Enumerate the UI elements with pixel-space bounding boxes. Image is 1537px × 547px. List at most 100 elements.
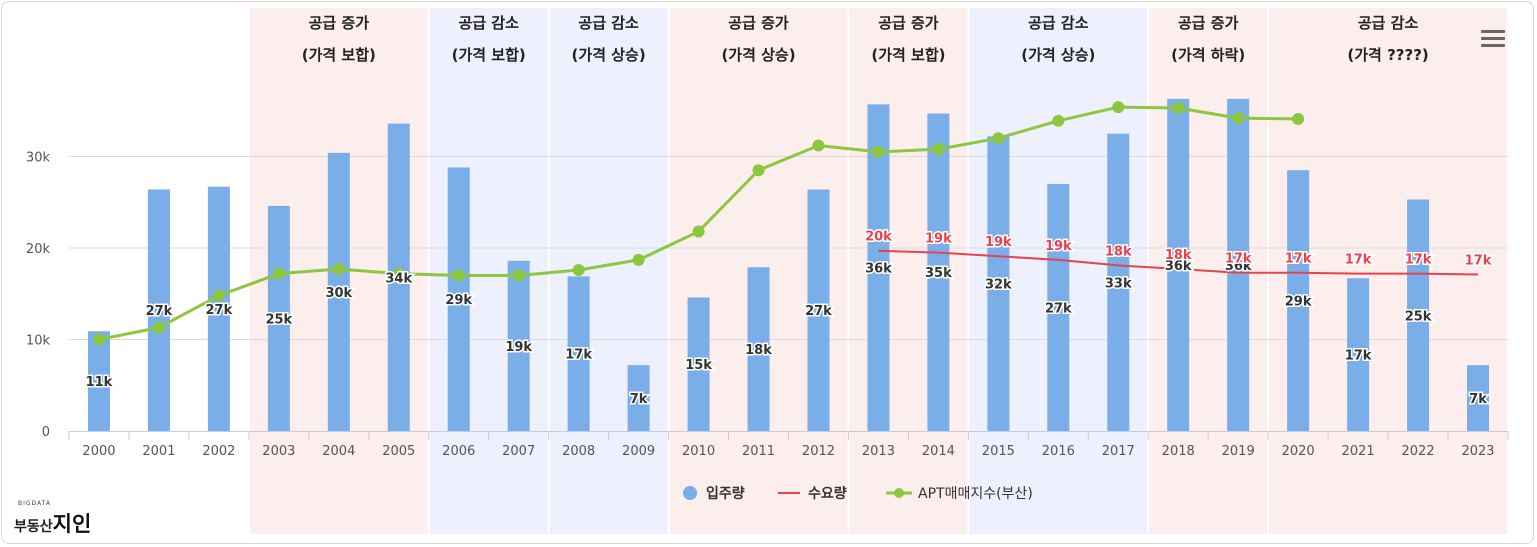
bar-data-label: 25k: [265, 312, 292, 327]
x-tick-label: 2016: [1042, 444, 1075, 459]
bar-data-label: 36k: [865, 262, 892, 277]
series-point-apt-index: [692, 225, 705, 238]
x-tick-label: 2001: [142, 444, 175, 459]
x-tick-label: 2018: [1162, 444, 1195, 459]
bar: [1407, 199, 1430, 431]
period-band-title: 공급 증가: [309, 14, 370, 32]
bar: [807, 189, 830, 431]
series-point-apt-index: [992, 132, 1005, 145]
bar-data-label: 30k: [325, 286, 352, 301]
period-band-subtitle: (가격 상승): [1021, 46, 1095, 64]
bar-data-label: 29k: [445, 293, 472, 308]
period-band-title: 공급 감소: [578, 14, 639, 32]
bar-data-label: 36k: [1225, 259, 1252, 274]
bar: [1287, 170, 1310, 431]
demand-data-label: 17k: [1285, 252, 1312, 267]
x-tick-label: 2009: [622, 444, 655, 459]
bar: [507, 260, 530, 431]
y-tick-label: 20k: [26, 242, 51, 257]
y-tick-label: 0: [42, 425, 50, 440]
bar-data-label: 32k: [985, 278, 1012, 293]
bar-data-label: 33k: [1105, 276, 1132, 291]
demand-data-label: 17k: [1465, 254, 1492, 269]
logo-caption: BIGDATA: [18, 500, 51, 507]
x-tick-label: 2002: [202, 444, 235, 459]
bar-data-label: 18k: [745, 343, 772, 358]
bar-data-label: 35k: [925, 266, 952, 281]
x-tick-label: 2014: [922, 444, 955, 459]
bar: [687, 297, 710, 431]
period-band-subtitle: (가격 상승): [721, 46, 795, 64]
demand-data-label: 17k: [1225, 252, 1252, 267]
bar-data-label: 27k: [146, 304, 173, 319]
bar-data-label: 27k: [1045, 301, 1072, 316]
bar: [207, 186, 230, 431]
bar-data-label: 11k: [86, 375, 113, 390]
bar: [147, 189, 170, 431]
period-band-title: 공급 감소: [458, 14, 519, 32]
period-band-title: 공급 감소: [1028, 14, 1089, 32]
series-point-apt-index: [1232, 112, 1245, 125]
x-tick-label: 2004: [322, 444, 355, 459]
chart-menu-icon[interactable]: [1481, 30, 1505, 52]
period-band-title: 공급 감소: [1358, 14, 1419, 32]
demand-data-label: 17k: [1405, 253, 1432, 268]
demand-data-label: 18k: [1165, 248, 1192, 263]
bar: [1467, 365, 1490, 431]
bar: [1347, 278, 1370, 431]
bar: [267, 205, 290, 431]
series-point-apt-index: [632, 253, 645, 266]
x-tick-label: 2005: [382, 444, 415, 459]
period-band-subtitle: (가격 상승): [572, 46, 646, 64]
x-tick-label: 2017: [1102, 444, 1135, 459]
series-point-apt-index: [752, 164, 765, 177]
bar-data-label: 7k: [1469, 392, 1487, 407]
x-tick-label: 2019: [1222, 444, 1255, 459]
period-band-title: 공급 증가: [1178, 14, 1239, 32]
x-tick-label: 2012: [802, 444, 835, 459]
series-point-apt-index: [872, 145, 885, 158]
x-tick-label: 2006: [442, 444, 475, 459]
bar: [327, 152, 350, 431]
bar: [1047, 183, 1070, 431]
bar-data-label: 17k: [565, 348, 592, 363]
y-tick-label: 10k: [26, 334, 51, 349]
brand-logo: BIGDATA 부동산지인: [14, 500, 114, 536]
series-line-demand: [878, 249, 1479, 276]
bar-data-label: 19k: [505, 340, 532, 355]
bar: [1107, 133, 1130, 431]
x-tick-label: 2011: [742, 444, 775, 459]
bar-data-label: 34k: [385, 271, 412, 286]
demand-data-label: 20k: [865, 230, 892, 245]
bar-data-label: 27k: [805, 304, 832, 319]
demand-data-label: 17k: [1345, 253, 1372, 268]
series-point-apt-index: [212, 289, 225, 302]
series-point-apt-index: [932, 143, 945, 156]
logo-name-big: 지인: [52, 512, 92, 536]
bar-data-label: 29k: [1285, 295, 1312, 310]
series-point-apt-index: [392, 267, 405, 280]
series-point-apt-index: [1292, 112, 1305, 125]
x-tick-label: 2003: [262, 444, 295, 459]
period-band-title: 공급 증가: [878, 14, 939, 32]
series-point-apt-index: [272, 267, 285, 280]
legend-label: 수요량: [808, 486, 847, 502]
series-point-apt-index: [1052, 114, 1065, 127]
legend-label: 입주량: [706, 486, 745, 502]
legend-marker-bar: [683, 486, 697, 500]
bar: [567, 276, 590, 431]
demand-data-label: 19k: [925, 232, 952, 247]
demand-data-label: 19k: [985, 235, 1012, 250]
demand-data-label: 18k: [1105, 244, 1132, 259]
bar: [747, 267, 770, 431]
bar: [87, 331, 110, 431]
period-band-subtitle: (가격 보합): [871, 46, 945, 64]
period-band-subtitle: (가격 하락): [1171, 46, 1245, 64]
series-point-apt-index: [812, 139, 825, 152]
bar: [867, 104, 890, 431]
bar: [1227, 98, 1250, 431]
series-point-apt-index: [152, 321, 165, 334]
bar: [927, 113, 950, 432]
